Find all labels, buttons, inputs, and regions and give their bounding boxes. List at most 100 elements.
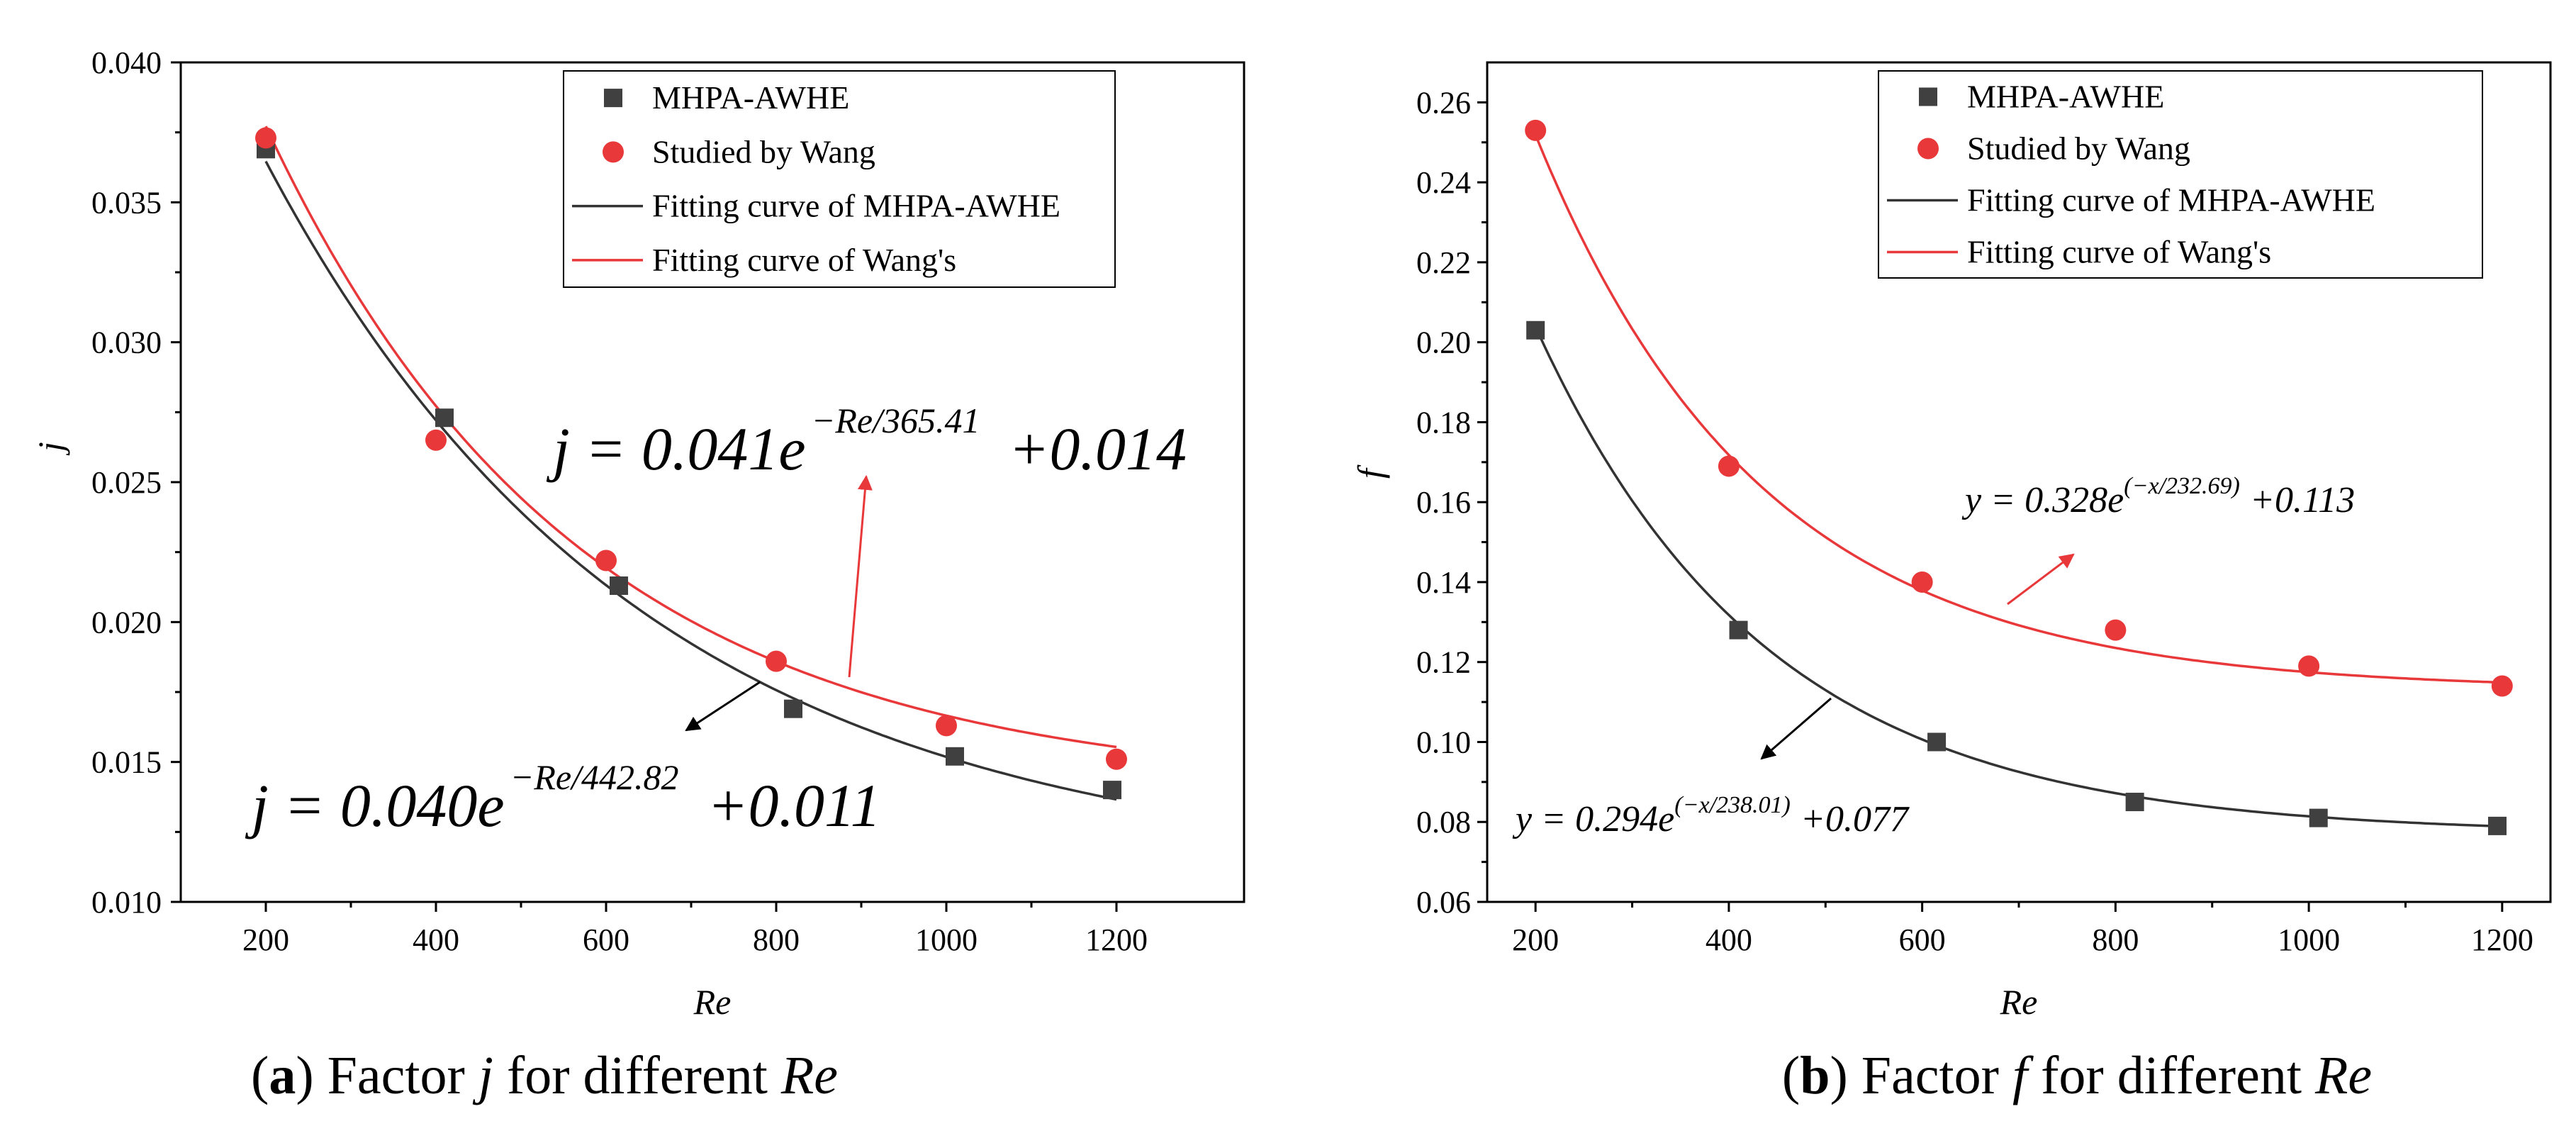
data-point-a-s1-4 xyxy=(936,715,957,737)
equation-mhpa-a-base: j = 0.040e xyxy=(245,771,505,840)
legend-a: MHPA-AWHE Studied by Wang Fitting curve of… xyxy=(563,70,1116,288)
equation-wang-b-exp: (−x/232.69) xyxy=(2124,473,2240,499)
data-point-b-s1-4 xyxy=(2298,655,2320,677)
caption-a: (a) Factor j for different Re xyxy=(251,1046,838,1105)
fit-curves-b xyxy=(1534,134,2502,828)
fit-curve-a-0 xyxy=(264,160,1117,801)
equation-mhpa-b-exp: (−x/238.01) xyxy=(1674,792,1791,818)
x-tick-label-b-4: 1000 xyxy=(2278,922,2340,957)
y-tick-label-b-4: 0.14 xyxy=(1416,565,1471,600)
x-tick-labels-b: 200 400 600 800 1000 1200 xyxy=(1512,922,2533,957)
fit-curve-b-1 xyxy=(1534,134,2502,684)
arrow-wang-a xyxy=(848,474,873,678)
data-point-a-s1-2 xyxy=(595,550,617,571)
caption-b-open: ( xyxy=(1782,1046,1800,1105)
data-point-a-s0-5 xyxy=(1103,781,1121,800)
caption-b-close: ) xyxy=(1830,1046,1847,1105)
equation-mhpa-a-tail: +0.011 xyxy=(707,771,880,840)
x-tick-label-a-0: 200 xyxy=(242,922,289,957)
legend-label-a-2: Fitting curve of MHPA-AWHE xyxy=(652,188,1060,224)
equation-mhpa-b-base: y = 0.294e xyxy=(1512,799,1674,840)
equation-wang-a-tail: +0.014 xyxy=(1008,415,1187,483)
arrow-mhpa-b xyxy=(1760,697,1832,760)
data-point-a-s0-4 xyxy=(946,747,964,766)
equation-wang-a-exp: −Re/365.41 xyxy=(812,401,980,440)
data-points-a xyxy=(255,127,1127,800)
data-point-b-s1-5 xyxy=(2491,675,2513,697)
x-axis-title-a: Re xyxy=(693,982,732,1022)
x-tick-label-b-5: 1200 xyxy=(2471,922,2533,957)
x-tick-label-b-0: 200 xyxy=(1512,922,1559,957)
caption-a-close: ) xyxy=(296,1046,313,1105)
plot-frame-b xyxy=(1486,61,2552,903)
caption-b-label: b xyxy=(1800,1046,1830,1105)
arrow-wang-b xyxy=(2007,553,2075,606)
caption-b: (b) Factor f for different Re xyxy=(1782,1046,2372,1105)
data-point-b-s0-1 xyxy=(1729,620,1748,640)
y-axis-title-a: j xyxy=(30,442,70,456)
legend-symbol-b-1 xyxy=(1917,138,1939,160)
caption-a-rest: for different xyxy=(493,1046,781,1105)
legend-symbol-a-0 xyxy=(604,89,622,108)
fit-curve-a-1 xyxy=(264,126,1117,749)
legend-symbol-a-1 xyxy=(603,141,624,163)
data-points-b xyxy=(1525,119,2513,835)
data-point-b-s0-0 xyxy=(1526,320,1545,340)
data-point-b-s0-4 xyxy=(2309,808,2328,827)
legend-label-b-2: Fitting curve of MHPA-AWHE xyxy=(1967,182,2375,218)
fit-curve-b-0 xyxy=(1534,326,2502,828)
y-tick-labels-b: 0.06 0.08 0.10 0.12 0.14 0.16 0.18 0.20 0.22 0.24… xyxy=(1416,85,1471,920)
legend-symbol-b-0 xyxy=(1919,87,1937,106)
y-tick-label-b-2: 0.10 xyxy=(1416,725,1471,759)
caption-a-open: ( xyxy=(251,1046,269,1105)
data-point-a-s0-2 xyxy=(610,576,628,596)
equation-wang-a: j = 0.041e −Re/365.41 +0.014 xyxy=(546,401,1187,483)
data-point-a-s0-1 xyxy=(435,408,454,428)
y-tick-label-a-2: 0.020 xyxy=(91,605,162,640)
x-tick-label-b-2: 600 xyxy=(1899,922,1946,957)
legend-label-b-1: Studied by Wang xyxy=(1967,130,2190,167)
equation-mhpa-b: y = 0.294e(−x/238.01) +0.077 xyxy=(1512,792,1910,840)
arrow-mhpa-a xyxy=(685,681,761,732)
legend-b: MHPA-AWHE Studied by Wang Fitting curve of… xyxy=(1878,70,2483,279)
y-tick-label-a-6: 0.040 xyxy=(91,45,162,80)
chart-panel-a: 0.010 0.015 0.020 0.025 0.030 0.035 0.040 200 4… xyxy=(30,45,1245,1022)
legend-label-b-3: Fitting curve of Wang's xyxy=(1967,234,2271,270)
y-tick-label-b-5: 0.16 xyxy=(1416,485,1471,520)
legend-box-b xyxy=(1878,70,2483,279)
legend-label-a-3: Fitting curve of Wang's xyxy=(652,242,956,278)
x-axis-title-b: Re xyxy=(2000,982,2038,1022)
equation-mhpa-b-tail: +0.077 xyxy=(1801,799,1910,840)
y-tick-label-b-1: 0.08 xyxy=(1416,805,1471,840)
equation-mhpa-a-exp: −Re/442.82 xyxy=(510,757,679,797)
legend-box-a xyxy=(563,70,1116,288)
y-tick-label-b-7: 0.20 xyxy=(1416,325,1471,360)
y-tick-label-a-0: 0.010 xyxy=(91,885,162,920)
data-point-a-s0-3 xyxy=(784,699,802,718)
x-tick-label-a-4: 1000 xyxy=(915,922,978,957)
y-tick-labels-a: 0.010 0.015 0.020 0.025 0.030 0.035 0.040 xyxy=(91,45,162,920)
y-tick-label-b-9: 0.24 xyxy=(1416,165,1471,200)
data-point-b-s1-2 xyxy=(1911,571,1933,593)
y-axis-title-b: f xyxy=(1350,464,1390,479)
legend-label-a-1: Studied by Wang xyxy=(652,133,875,169)
caption-a-label: a xyxy=(269,1046,296,1105)
y-tick-label-b-10: 0.26 xyxy=(1416,85,1471,120)
y-tick-label-a-1: 0.015 xyxy=(91,745,162,780)
data-point-a-s1-3 xyxy=(766,650,787,672)
y-tick-label-b-6: 0.18 xyxy=(1416,405,1471,440)
chart-panel-b: 0.06 0.08 0.10 0.12 0.14 0.16 0.18 0.20 0.22 0.24… xyxy=(1350,61,2552,1022)
caption-a-text: Factor xyxy=(314,1046,478,1105)
equation-wang-a-base: j = 0.041e xyxy=(546,415,806,483)
y-tick-label-b-0: 0.06 xyxy=(1416,885,1471,920)
data-point-b-s1-1 xyxy=(1718,455,1740,477)
x-tick-label-a-5: 1200 xyxy=(1085,922,1148,957)
x-tick-label-a-3: 800 xyxy=(753,922,800,957)
data-point-b-s0-3 xyxy=(2125,793,2144,812)
y-tick-label-b-8: 0.22 xyxy=(1416,245,1471,280)
equation-wang-b: y = 0.328e(−x/232.69) +0.113 xyxy=(1961,473,2355,520)
x-tick-label-a-1: 400 xyxy=(413,922,459,957)
data-point-b-s0-5 xyxy=(2488,816,2507,835)
legend-label-a-0: MHPA-AWHE xyxy=(652,79,849,116)
equation-mhpa-a: j = 0.040e −Re/442.82 +0.011 xyxy=(245,757,881,840)
